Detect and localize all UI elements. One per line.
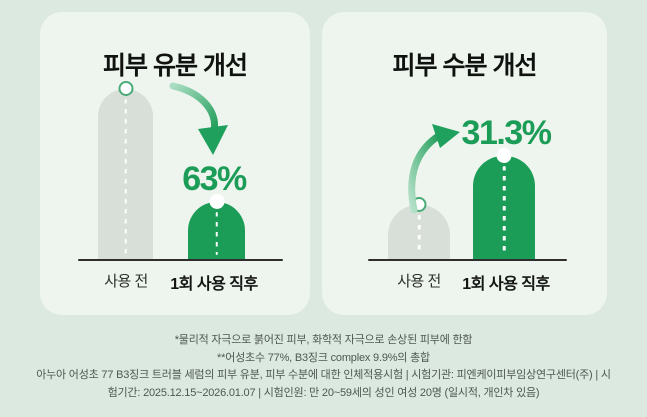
bar-dashed-line: [215, 212, 218, 255]
oil-panel-title: 피부 유분 개선: [103, 52, 248, 80]
oil-improvement-panel: 피부 유분 개선 63% 사용 전 1회 사: [40, 12, 310, 315]
footnote-line: *물리적 자극으로 붉어진 피부, 화학적 자극으로 손상된 피부에 한함: [174, 334, 473, 346]
moisture-improvement-panel: 피부 수분 개선 31.3% 사용 전 1회: [322, 12, 607, 315]
bar-dashed-line: [417, 215, 421, 255]
footnote-line: 아누아 어성초 77 B3징크 트러블 세럼의 피부 유분, 피부 수분에 대한…: [36, 369, 611, 381]
moisture-before-label: 사용 전: [397, 273, 441, 290]
oil-change-value: 63%: [182, 160, 247, 198]
increase-arrow-icon: [406, 122, 462, 219]
x-axis: [78, 258, 283, 261]
moisture-change-value: 31.3%: [461, 114, 552, 152]
x-axis: [368, 258, 567, 261]
oil-after-bar: [188, 194, 245, 259]
bar-top-dot-icon: [118, 81, 133, 96]
oil-after-label: 1회 사용 직후: [170, 276, 258, 293]
footnote-line: 험기간: 2025.12.15~2026.01.07 | 시험인원: 만 20~…: [107, 386, 540, 399]
bar-dashed-line: [502, 166, 506, 255]
moisture-after-bar: [473, 148, 535, 259]
moisture-panel-title: 피부 수분 개선: [392, 52, 538, 80]
moisture-after-label: 1회 사용 직후: [462, 276, 550, 293]
footnotes: *물리적 자극으로 붉어진 피부, 화학적 자극으로 손상된 피부에 한함 **…: [0, 332, 647, 402]
bar-dashed-line: [124, 99, 127, 255]
decrease-arrow-icon: [168, 80, 232, 165]
bar-top-dot-icon: [496, 148, 512, 163]
footnote-line: **어성초수 77%, B3징크 complex 9.9%의 총합: [217, 351, 430, 364]
oil-before-bar: [98, 81, 153, 259]
oil-before-label: 사용 전: [104, 273, 148, 290]
bar-top-dot-icon: [209, 194, 224, 209]
